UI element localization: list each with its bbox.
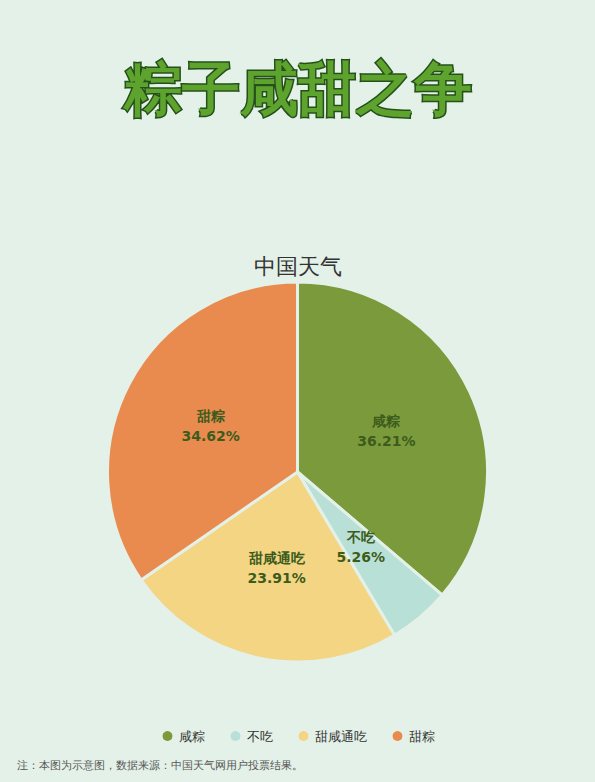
svg-text:36.21%: 36.21% [357, 433, 415, 449]
svg-text:23.91%: 23.91% [247, 570, 305, 586]
svg-text:甜咸通吃: 甜咸通吃 [315, 729, 367, 744]
svg-text:注：本图为示意图，数据来源：中国天气网用户投票结果。: 注：本图为示意图，数据来源：中国天气网用户投票结果。 [17, 759, 303, 772]
svg-text:甜粽: 甜粽 [409, 729, 435, 744]
svg-text:5.26%: 5.26% [336, 549, 385, 565]
svg-text:不吃: 不吃 [247, 729, 273, 744]
svg-text:咸粽: 咸粽 [371, 413, 400, 429]
svg-text:甜粽: 甜粽 [196, 408, 225, 424]
svg-text:34.62%: 34.62% [182, 428, 240, 444]
svg-text:中国天气: 中国天气 [254, 254, 342, 279]
svg-text:不吃: 不吃 [346, 529, 375, 545]
svg-text:咸粽: 咸粽 [179, 729, 205, 744]
svg-text:粽子咸甜之争: 粽子咸甜之争 [122, 55, 472, 123]
svg-text:甜咸通吃: 甜咸通吃 [248, 550, 305, 566]
